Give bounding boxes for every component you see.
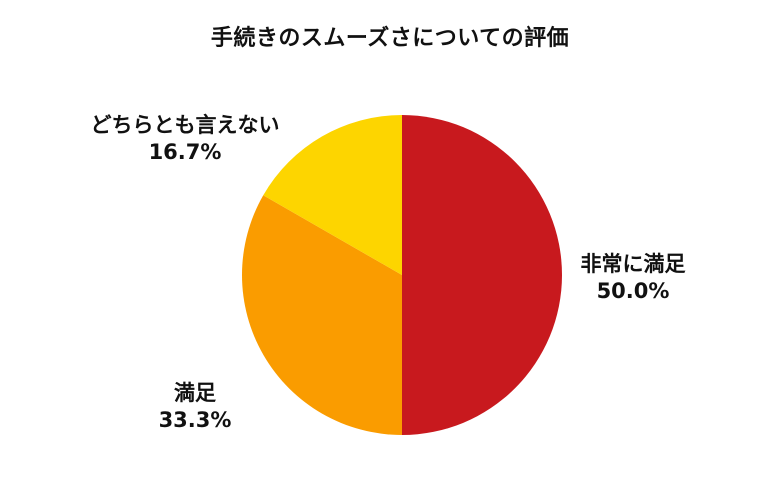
slice-label-satisfied: 満足 33.3%	[120, 380, 270, 434]
chart-title: 手続きのスムーズさについての評価	[210, 26, 570, 51]
slice-label-neutral: どちらとも言えない 16.7%	[60, 112, 310, 166]
slice-percent-label: 16.7%	[148, 140, 222, 164]
slice-percent-label: 33.3%	[158, 408, 232, 432]
slice-category-label: どちらとも言えない	[90, 113, 280, 137]
slice-percent-label: 50.0%	[596, 279, 670, 303]
slice-category-label: 非常に満足	[580, 252, 686, 276]
pie-slice-neutral	[263, 115, 402, 275]
pie-slice-very-satisfied	[402, 115, 562, 435]
pie-slice-satisfied	[241, 195, 402, 435]
slice-category-label: 満足	[174, 381, 216, 405]
slice-label-very-satisfied: 非常に満足 50.0%	[558, 251, 708, 305]
